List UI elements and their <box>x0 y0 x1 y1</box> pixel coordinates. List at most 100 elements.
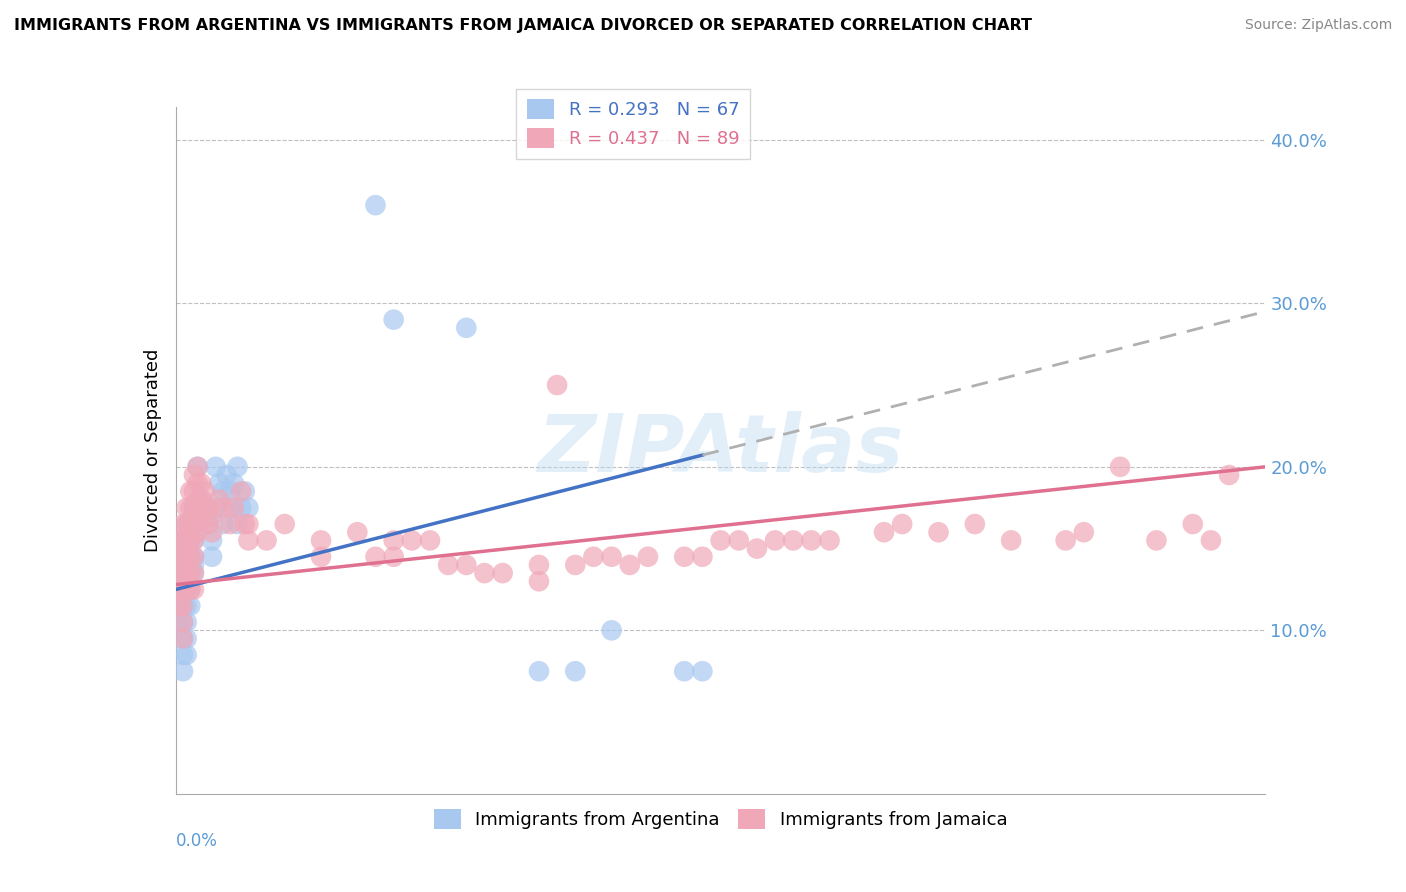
Text: Source: ZipAtlas.com: Source: ZipAtlas.com <box>1244 18 1392 32</box>
Point <box>673 664 696 679</box>
Point <box>226 459 249 474</box>
Point <box>745 541 768 556</box>
Point <box>176 566 198 580</box>
Point <box>891 516 914 531</box>
Point <box>179 582 201 597</box>
Point <box>176 549 198 564</box>
Point <box>419 533 441 548</box>
Point <box>194 500 217 515</box>
Point <box>172 582 194 597</box>
Point <box>186 516 209 531</box>
Point <box>169 566 191 580</box>
Point <box>183 549 205 564</box>
Y-axis label: Divorced or Separated: Divorced or Separated <box>143 349 162 552</box>
Point <box>186 459 209 474</box>
Point <box>176 566 198 580</box>
Point <box>183 533 205 548</box>
Point <box>179 533 201 548</box>
Point <box>204 500 226 515</box>
Point <box>600 624 623 638</box>
Point <box>169 533 191 548</box>
Point <box>197 516 219 531</box>
Point <box>183 533 205 548</box>
Point <box>172 632 194 646</box>
Point <box>172 533 194 548</box>
Point <box>183 467 205 482</box>
Point <box>169 582 191 597</box>
Point <box>179 516 201 531</box>
Point <box>183 566 205 580</box>
Point <box>183 500 205 515</box>
Point <box>172 599 194 613</box>
Point <box>194 484 217 499</box>
Point <box>637 549 659 564</box>
Point <box>176 632 198 646</box>
Point <box>169 582 191 597</box>
Point <box>186 500 209 515</box>
Point <box>474 566 496 580</box>
Point <box>183 500 205 515</box>
Point <box>222 476 245 491</box>
Point <box>176 599 198 613</box>
Point <box>364 549 387 564</box>
Point <box>963 516 986 531</box>
Point <box>172 648 194 662</box>
Point <box>186 508 209 523</box>
Point <box>179 549 201 564</box>
Point <box>231 484 253 499</box>
Point <box>179 582 201 597</box>
Point <box>176 549 198 564</box>
Point <box>201 508 224 523</box>
Point <box>1218 467 1240 482</box>
Point <box>169 566 191 580</box>
Point <box>183 516 205 531</box>
Point <box>176 615 198 630</box>
Point <box>527 558 550 572</box>
Point <box>183 516 205 531</box>
Point <box>172 549 194 564</box>
Point <box>183 566 205 580</box>
Point <box>172 566 194 580</box>
Point <box>190 500 212 515</box>
Point <box>176 582 198 597</box>
Point <box>600 549 623 564</box>
Point <box>176 500 198 515</box>
Point <box>179 566 201 580</box>
Point <box>186 492 209 507</box>
Point <box>873 525 896 540</box>
Point <box>169 599 191 613</box>
Point <box>172 582 194 597</box>
Point <box>727 533 749 548</box>
Point <box>782 533 804 548</box>
Point <box>172 599 194 613</box>
Point <box>169 533 191 548</box>
Point <box>183 558 205 572</box>
Point <box>222 500 245 515</box>
Point <box>169 599 191 613</box>
Point <box>212 484 235 499</box>
Point <box>233 516 256 531</box>
Point <box>176 516 198 531</box>
Point <box>179 599 201 613</box>
Point <box>172 632 194 646</box>
Point <box>179 566 201 580</box>
Point <box>382 549 405 564</box>
Point <box>309 549 332 564</box>
Legend: Immigrants from Argentina, Immigrants from Jamaica: Immigrants from Argentina, Immigrants fr… <box>427 802 1014 837</box>
Point <box>194 500 217 515</box>
Point <box>527 664 550 679</box>
Point <box>456 321 478 335</box>
Point <box>176 582 198 597</box>
Point <box>208 476 231 491</box>
Point <box>274 516 297 531</box>
Point <box>437 558 460 572</box>
Point <box>179 484 201 499</box>
Point <box>1000 533 1022 548</box>
Point <box>183 484 205 499</box>
Point <box>382 312 405 326</box>
Point <box>928 525 950 540</box>
Point <box>208 492 231 507</box>
Point <box>212 500 235 515</box>
Point <box>179 549 201 564</box>
Point <box>186 459 209 474</box>
